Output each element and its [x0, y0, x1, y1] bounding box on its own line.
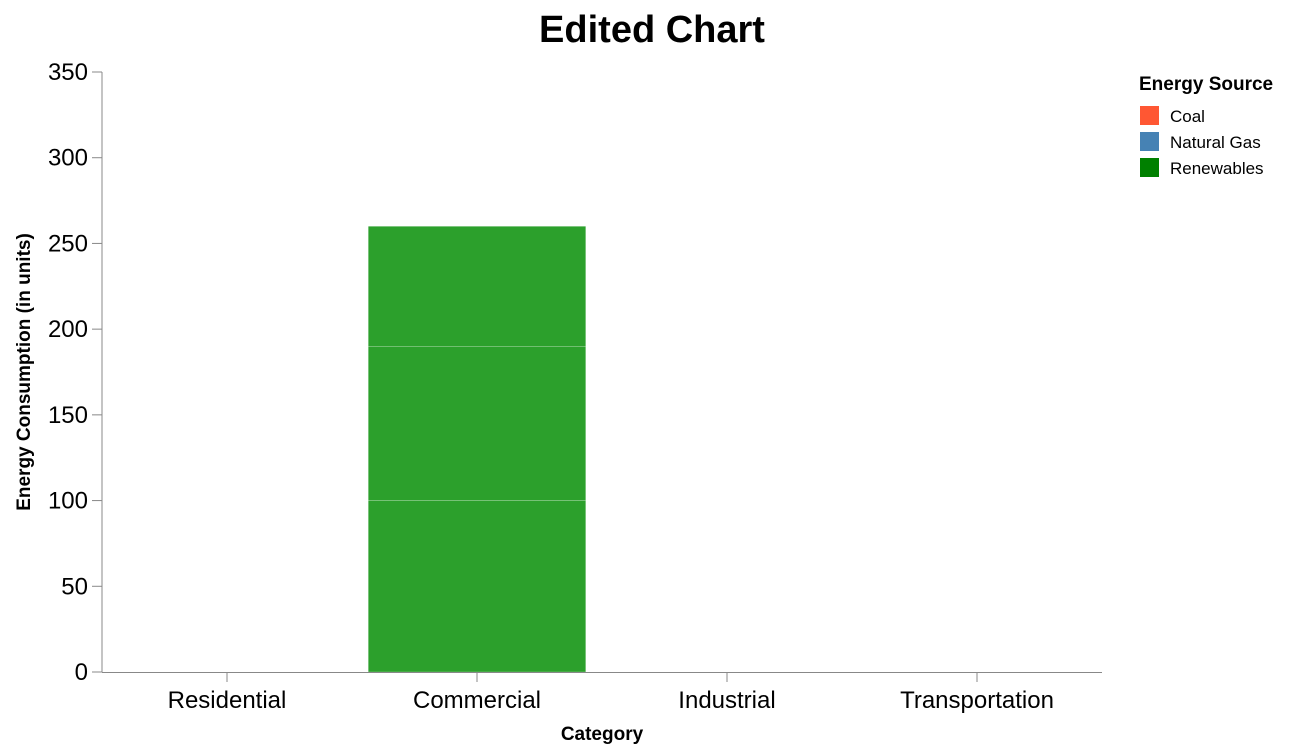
y-tick-label: 300	[48, 145, 88, 172]
y-axis-title: Energy Consumption (in units)	[14, 233, 35, 511]
x-tick-label: Transportation	[900, 687, 1054, 714]
legend-label: Renewables	[1170, 159, 1264, 178]
legend-swatch	[1140, 158, 1159, 177]
y-tick-label: 0	[75, 659, 88, 686]
bars-layer	[368, 226, 586, 673]
legend-swatch	[1140, 106, 1159, 125]
x-tick-label: Industrial	[678, 687, 775, 714]
bar-segment	[368, 346, 586, 501]
x-axis: Residential Commercial Industrial Transport…	[102, 672, 1102, 714]
x-axis-title: Category	[561, 724, 644, 745]
legend-title: Energy Source	[1139, 74, 1273, 95]
chart-title: Edited Chart	[539, 9, 765, 51]
bar-segment	[368, 226, 586, 347]
legend-swatch	[1140, 132, 1159, 151]
y-tick-label: 150	[48, 402, 88, 429]
x-tick-label: Residential	[168, 687, 287, 714]
y-axis: 0 50 100 150 200 250 300 350	[48, 59, 103, 686]
legend: Energy Source Coal Natural Gas Renewables	[1139, 74, 1273, 178]
x-tick-label: Commercial	[413, 687, 541, 714]
y-tick-label: 250	[48, 230, 88, 257]
bar-segment	[368, 500, 586, 673]
y-tick-label: 50	[61, 573, 88, 600]
y-tick-label: 350	[48, 59, 88, 86]
legend-label: Coal	[1170, 107, 1205, 126]
y-tick-label: 200	[48, 316, 88, 343]
legend-label: Natural Gas	[1170, 133, 1261, 152]
y-tick-label: 100	[48, 488, 88, 515]
